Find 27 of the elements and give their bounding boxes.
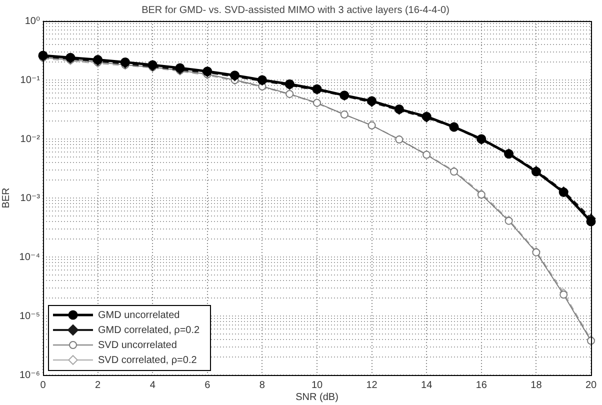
x-tick-label: 18: [530, 380, 542, 391]
y-tick-label: 10⁻¹: [20, 74, 41, 86]
x-tick-label: 2: [95, 380, 102, 391]
y-tick-label: 10⁻⁵: [19, 310, 40, 322]
legend-label: GMD correlated, ρ=0.2: [98, 324, 200, 336]
point: [560, 290, 568, 299]
x-tick-label: 4: [150, 380, 156, 391]
legend-label: GMD uncorrelated: [98, 310, 180, 321]
x-tick-label: 10: [311, 380, 323, 391]
legend-label: SVD correlated, ρ=0.2: [98, 354, 198, 366]
x-tick-label: 0: [40, 380, 46, 391]
x-tick-label: 14: [421, 380, 433, 391]
chart-title: BER for GMD- vs. SVD-assisted MIMO with 3 active layers (16-4-4-0): [142, 4, 450, 16]
y-tick-label: 10⁻²: [20, 134, 41, 145]
x-tick-label: 12: [366, 380, 378, 391]
x-tick-label: 20: [585, 380, 597, 391]
y-tick-label: 10⁰: [24, 16, 40, 27]
point: [586, 216, 596, 226]
y-tick-label: 10⁻⁴: [19, 252, 40, 263]
x-tick-label: 8: [259, 380, 266, 391]
x-axis-title: SNR (dB): [296, 392, 338, 403]
y-tick-label: 10⁻³: [20, 192, 41, 204]
x-tick-label: 16: [476, 380, 488, 391]
y-tick-label: 10⁻⁶: [19, 370, 40, 381]
x-tick-label: 6: [204, 380, 211, 391]
legend-label: SVD uncorrelated: [98, 340, 177, 351]
y-axis-title: BER: [0, 188, 12, 208]
